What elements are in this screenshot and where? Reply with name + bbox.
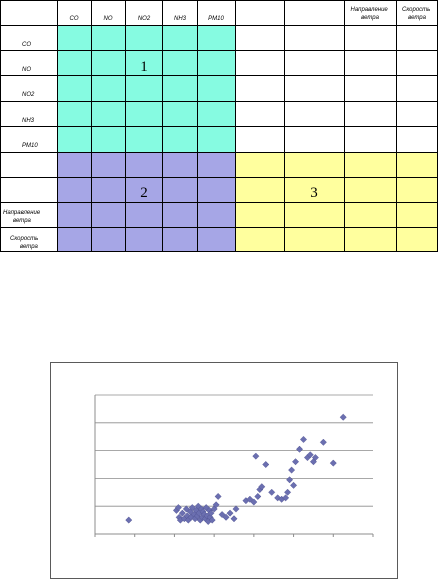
scatter-point xyxy=(230,515,238,523)
scatter-point xyxy=(207,509,215,517)
col-header-wind-speed: Скорость ветра xyxy=(402,7,432,21)
scatter-point xyxy=(250,498,258,506)
table-gridlines xyxy=(0,0,438,252)
col-header-wind-speed-text-line2: ветра xyxy=(408,15,427,21)
scatter-point xyxy=(232,505,240,513)
scatter-point xyxy=(212,501,220,509)
row-header-no: NO xyxy=(22,67,31,73)
scatter-point xyxy=(286,476,294,484)
row-header-wind-speed-line2: ветра xyxy=(20,244,39,250)
chart-points xyxy=(125,413,347,525)
scatter-point xyxy=(292,458,300,466)
row-header-pm10: PM10 xyxy=(22,143,38,149)
chart-gridlines xyxy=(95,394,373,507)
col-header-wind-direction-text-line2: ветра xyxy=(361,15,380,21)
row-header-wind-direction: Направление ветра xyxy=(3,210,41,224)
col-header-wind-direction: Направление ветра xyxy=(351,7,390,21)
scatter-point xyxy=(300,435,307,443)
scatter-point xyxy=(222,513,230,521)
scatter-point xyxy=(182,505,190,513)
row-header-nh3: NH3 xyxy=(22,118,35,124)
scatter-point xyxy=(268,488,276,496)
scatter-point xyxy=(214,492,222,500)
scatter-point xyxy=(254,492,262,500)
scatter-point xyxy=(125,516,133,524)
region-3-number: 3 xyxy=(310,185,318,201)
col-header-pm10: PM10 xyxy=(208,16,224,22)
scatter-point xyxy=(174,504,182,512)
col-header-nh3: NH3 xyxy=(174,16,187,22)
col-header-co: CO xyxy=(70,16,79,22)
scatter-point xyxy=(288,466,296,474)
scatter-point xyxy=(290,481,298,489)
row-header-no2: NO2 xyxy=(22,92,35,98)
scatter-point xyxy=(208,516,216,524)
scatter-point xyxy=(246,495,254,503)
region-1-fill xyxy=(57,25,235,152)
col-header-no2: NO2 xyxy=(138,16,151,22)
scatter-point xyxy=(296,445,304,453)
col-header-wind-speed-text: Скорость xyxy=(402,7,430,13)
scatter-point xyxy=(258,483,266,491)
row-header-co: CO xyxy=(22,42,31,48)
scatter-point xyxy=(339,413,347,421)
row-header-wind-speed: Скорость ветра xyxy=(10,236,39,250)
scatter-point xyxy=(284,488,292,496)
scatter-chart xyxy=(50,362,398,579)
scatter-point xyxy=(282,494,290,502)
scatter-point xyxy=(226,509,234,517)
row-header-wind-direction-line1: Направление xyxy=(3,210,41,216)
scatter-point xyxy=(306,451,314,459)
region-1-number: 1 xyxy=(140,59,148,75)
col-header-wind-direction-text: Направление xyxy=(351,7,389,13)
scatter-point xyxy=(178,509,186,517)
correlation-block-table: CO NO NO2 NH3 PM10 Направление ветра Ско… xyxy=(0,0,438,252)
chart-axes xyxy=(94,395,374,537)
col-header-no: NO xyxy=(104,16,113,22)
row-header-wind-direction-line2: ветра xyxy=(13,218,32,224)
scatter-point xyxy=(311,454,319,462)
row-header-wind-speed-line1: Скорость xyxy=(10,236,38,242)
scatter-point xyxy=(218,511,226,519)
scatter-point xyxy=(252,452,260,460)
scatter-point xyxy=(329,459,337,467)
scatter-point xyxy=(188,504,196,512)
scatter-point xyxy=(262,461,270,468)
chart-frame xyxy=(50,362,398,579)
scatter-point xyxy=(319,438,327,446)
region-2-number: 2 xyxy=(140,185,148,201)
